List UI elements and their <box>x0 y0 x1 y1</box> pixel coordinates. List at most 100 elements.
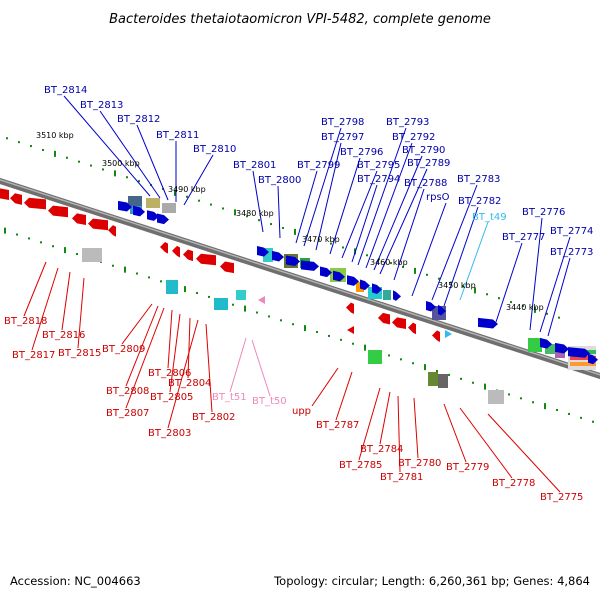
lower-tick-mark <box>52 245 54 248</box>
rna-glyph <box>258 296 265 304</box>
upper-tick-mark <box>330 242 332 245</box>
reverse-gene-label: BT_2818 <box>4 316 47 327</box>
reverse-leader-line <box>23 261 47 317</box>
reverse-leader-line <box>205 323 213 413</box>
forward-gene-arrow <box>157 213 169 225</box>
forward-gene-label: BT_2792 <box>392 132 435 143</box>
lower-tick-mark <box>112 264 114 267</box>
forward-gene-arrow <box>478 317 498 329</box>
scale-labels: 3510 kbp 3500 kbp 3490 kbp 3480 kbp 3470 kbp… <box>36 131 544 312</box>
forward-gene-label: BT_2790 <box>402 145 445 156</box>
lower-tick-mark <box>352 342 354 345</box>
forward-leader-line <box>63 95 151 197</box>
feature-block <box>528 338 542 352</box>
reverse-gene-arrow <box>183 249 193 262</box>
reverse-gene-label: BT_2807 <box>106 408 149 419</box>
reverse-gene-arrow <box>378 312 390 325</box>
forward-leader-line <box>183 154 214 206</box>
forward-gene-label: BT_2789 <box>407 158 450 169</box>
reverse-gene-label: upp <box>292 406 311 417</box>
rna-glyph <box>347 326 354 334</box>
reverse-gene-label: BT_2781 <box>380 472 423 483</box>
forward-gene-label: BT_2814 <box>44 85 87 96</box>
upper-tick-mark <box>402 265 404 268</box>
feature-block <box>263 248 273 262</box>
forward-leader-line <box>295 170 318 244</box>
reverse-leader-line <box>358 387 381 461</box>
forward-leader-line <box>341 170 378 259</box>
lower-tick-mark <box>244 305 246 312</box>
reverse-gene-label: BT_2806 <box>148 368 191 379</box>
scale-label: 3470 kbp <box>302 235 340 244</box>
reverse-gene-label: BT_2805 <box>150 392 193 403</box>
reverse-leader-line <box>487 413 561 493</box>
upper-tick-mark <box>426 273 428 276</box>
lower-tick-mark <box>28 237 30 240</box>
reverse-gene-label: BT_2803 <box>148 428 191 439</box>
reverse-gene-label: BT_2817 <box>12 350 55 361</box>
reverse-gene-arrow <box>432 330 440 342</box>
lower-tick-mark <box>520 397 522 400</box>
lower-tick-mark <box>592 420 594 423</box>
upper-tick-mark <box>342 246 344 249</box>
forward-gene-arrow <box>147 210 159 221</box>
forward-gene-label: BT_2774 <box>550 226 593 237</box>
feature-block <box>162 203 176 213</box>
reverse-gene-label: BT_2778 <box>492 478 535 489</box>
upper-tick-mark <box>318 238 320 241</box>
lower-tick-mark <box>544 403 546 410</box>
feature-block <box>166 280 178 294</box>
lower-tick-mark <box>328 334 330 337</box>
forward-gene-label: BT_2788 <box>404 178 447 189</box>
lower-tick-mark <box>292 323 294 326</box>
lower-tick-mark <box>400 358 402 361</box>
reverse-leader-line <box>121 303 153 345</box>
forward-leader-line <box>277 185 281 239</box>
scale-label: 3500 kbp <box>102 159 140 168</box>
reverse-leader-line <box>125 307 165 409</box>
upper-tick-mark <box>486 293 488 296</box>
rna-gene-label: BT_t50 <box>252 396 287 407</box>
reverse-leader-line <box>61 271 71 331</box>
scale-label: 3460 kbp <box>370 258 408 267</box>
lower-tick-mark <box>388 354 390 357</box>
scale-label: 3510 kbp <box>36 131 74 140</box>
forward-gene-label: BT_2812 <box>117 114 160 125</box>
map-title: Bacteroides thetaiotaomicron VPI-5482, c… <box>109 12 491 27</box>
reverse-gene-label: BT_2775 <box>540 492 583 503</box>
forward-leader-line <box>99 110 161 199</box>
lower-tick-mark <box>268 315 270 318</box>
forward-gene-arrow <box>372 283 382 294</box>
lower-tick-mark <box>472 381 474 384</box>
forward-gene-arrow <box>393 290 401 301</box>
forward-gene-label: BT_2777 <box>502 232 545 243</box>
forward-leader-line <box>547 257 571 337</box>
forward-leader-line <box>443 206 479 307</box>
forward-gene-label: BT_2794 <box>357 174 400 185</box>
reverse-gene-label: BT_2809 <box>102 344 145 355</box>
forward-gene-label: rpsO <box>426 192 450 203</box>
feature-block <box>214 298 228 310</box>
upper-tick-mark <box>282 226 284 229</box>
upper-tick-mark <box>18 141 20 144</box>
reverse-leader-line <box>187 317 191 379</box>
scale-label: 3440 kbp <box>506 303 544 312</box>
reverse-leader-line <box>311 367 339 407</box>
feature-block <box>545 344 557 354</box>
forward-gene-arrow <box>588 353 598 365</box>
reverse-gene-arrow <box>346 302 354 315</box>
scale-label: 3490 kbp <box>168 185 206 194</box>
forward-gene-label: BT_2793 <box>386 117 429 128</box>
forward-gene-arrow <box>568 347 590 358</box>
forward-leader-line <box>252 170 264 233</box>
reverse-gene-label: BT_2802 <box>192 412 235 423</box>
rna-glyph <box>445 330 452 338</box>
forward-gene-arrow <box>333 270 345 282</box>
gene-arrows <box>0 188 598 365</box>
forward-leader-line <box>373 155 423 271</box>
upper-tick-mark <box>198 199 200 202</box>
forward-gene-label: BT_2801 <box>233 160 276 171</box>
reverse-gene-label: BT_2784 <box>360 444 403 455</box>
rna-leader-line <box>229 337 247 393</box>
